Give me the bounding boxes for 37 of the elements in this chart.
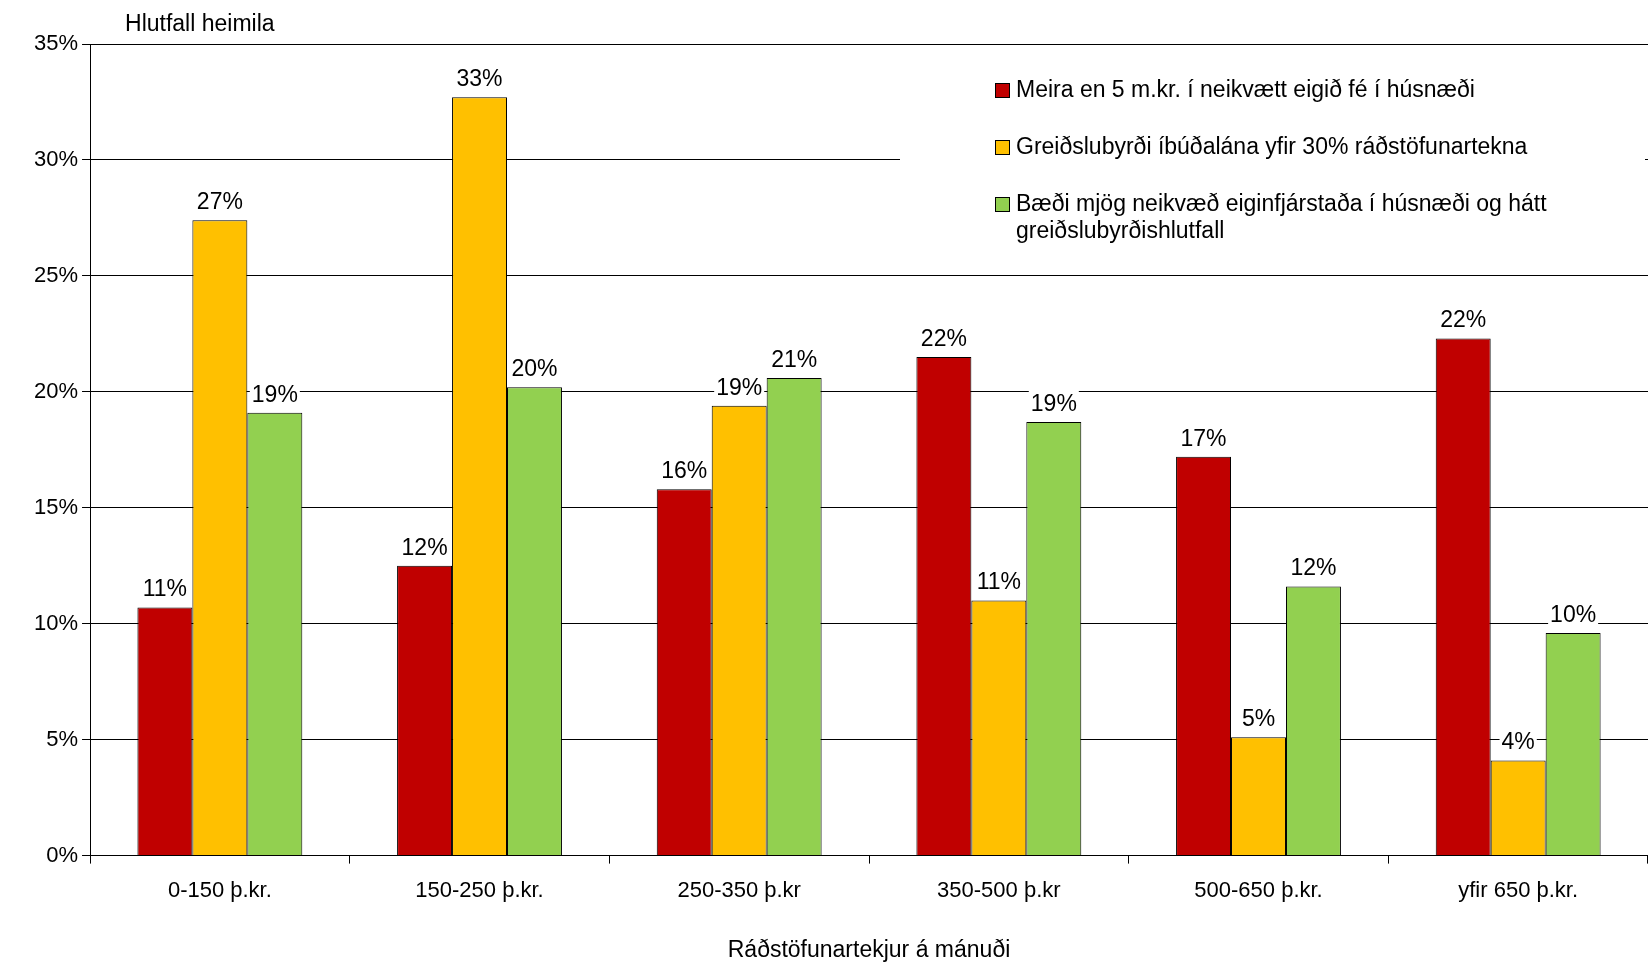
data-label: 21% — [771, 345, 818, 372]
x-tick-label: 250-350 þ.kr — [677, 876, 801, 902]
legend-label: Bæði mjög neikvæð eiginfjárstaða í húsnæði og hátt greiðslubyrðishlutfall — [1016, 190, 1548, 244]
data-label: 4% — [1501, 728, 1535, 755]
x-tick-label: 500-650 þ.kr. — [1194, 876, 1323, 902]
data-label: 19% — [251, 380, 298, 407]
y-tick-label: 0% — [46, 841, 79, 867]
data-label: 17% — [1180, 424, 1227, 451]
data-label: 11% — [142, 575, 188, 602]
y-tick-label: 10% — [33, 609, 79, 635]
y-tick-label: 5% — [46, 725, 79, 751]
data-label: 27% — [196, 188, 243, 215]
x-tick-label: 0-150 þ.kr. — [167, 876, 272, 902]
data-label: 12% — [401, 533, 448, 560]
data-label: 16% — [661, 457, 708, 484]
x-axis-title: Ráðstöfunartekjur á mánuði — [727, 935, 1011, 962]
data-label: 20% — [511, 355, 558, 382]
y-tick-label: 20% — [33, 377, 79, 403]
legend-label: Meira en 5 m.kr. í neikvætt eigið fé í húsnæði — [1016, 76, 1475, 103]
data-label: 33% — [456, 65, 503, 92]
x-tick-label: 350-500 þ.kr — [937, 876, 1061, 902]
y-axis-title: Hlutfall heimila — [125, 9, 275, 36]
y-tick-label: 15% — [33, 493, 79, 519]
y-tick-label: 25% — [33, 261, 79, 287]
y-tick-label: 30% — [33, 146, 79, 172]
data-label: 22% — [920, 324, 967, 351]
data-label: 5% — [1241, 705, 1276, 732]
data-label: 22% — [1440, 306, 1487, 333]
data-label: 12% — [1290, 554, 1337, 581]
data-label: 19% — [1030, 389, 1077, 416]
x-tick-label: 150-250 þ.kr. — [415, 876, 544, 902]
legend-label: Greiðslubyrði íbúðalána yfir 30% ráðstöfunartekna — [1016, 133, 1528, 160]
x-tick-label: yfir 650 þ.kr. — [1458, 876, 1579, 902]
y-tick-label: 35% — [33, 30, 79, 56]
data-label: 10% — [1550, 600, 1597, 627]
data-label: 19% — [716, 373, 763, 400]
data-label: 11% — [976, 568, 1022, 595]
